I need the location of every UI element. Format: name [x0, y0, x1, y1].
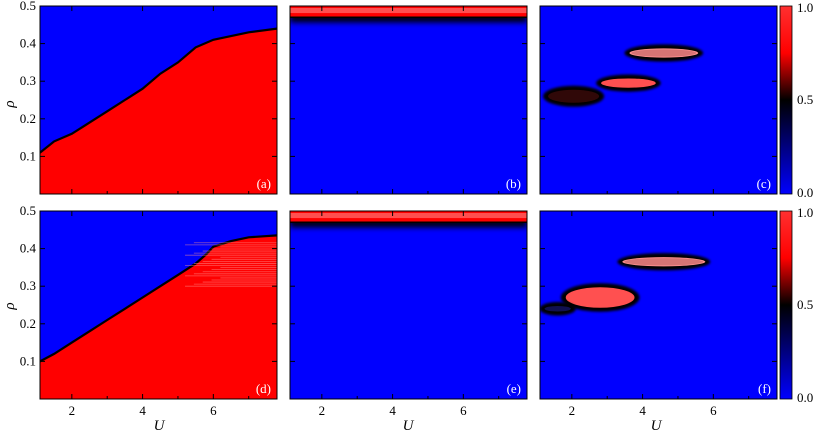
colorbar-gradient [779, 5, 793, 195]
ordered-phase-region [40, 235, 277, 399]
colorbar-tick-label: 0.5 [797, 297, 813, 312]
panel-frame [289, 5, 528, 195]
blob-core [601, 78, 656, 88]
colorbar-top: 1.0 0.5 0.0 [779, 0, 813, 200]
x-tick-label: 6 [460, 403, 467, 418]
top-band-highlight [290, 8, 527, 14]
panel-label: (d) [256, 381, 271, 396]
band-shadow [290, 14, 527, 23]
y-tick-label: 0.4 [20, 36, 37, 51]
y-tick-label: 0.3 [20, 278, 36, 293]
panel-label: (c) [757, 176, 771, 191]
heatmap-background [290, 6, 527, 194]
phase-boundary-line [40, 27, 277, 154]
colorbar-tick-label: 0.5 [797, 92, 813, 107]
x-tick-label: 2 [319, 403, 326, 418]
panel-frame [39, 210, 278, 400]
top-band-highlight [290, 213, 527, 219]
colorbar-tick-label: 0.0 [797, 390, 813, 405]
y-tick-label: 0.1 [20, 353, 36, 368]
panel-e: 2 4 6 (e) [289, 210, 528, 418]
panel-label: (e) [507, 381, 521, 396]
colorbar-tick-label: 1.0 [797, 0, 813, 15]
panel-frame [539, 210, 778, 400]
x-tick-label: 6 [210, 403, 217, 418]
panel-frame [539, 5, 778, 195]
panel-label: (f) [758, 381, 771, 396]
y-tick-label: 0.2 [20, 111, 36, 126]
y-tick-label: 0.1 [20, 148, 36, 163]
x-tick-label: 2 [69, 403, 76, 418]
x-tick-label: 2 [569, 403, 576, 418]
panel-c: (c) [539, 5, 778, 195]
heatmap-background [290, 211, 527, 399]
x-tick-label: 4 [139, 403, 146, 418]
panel-label: (a) [257, 176, 271, 191]
x-axis-title-f: U [651, 418, 663, 434]
panel-frame [289, 210, 528, 400]
colorbar-gradient [779, 210, 793, 400]
blob-core-inner [631, 49, 697, 57]
x-axis-title-d: U [154, 418, 166, 434]
colorbar-tick-label: 0.0 [797, 185, 813, 200]
blob-core [548, 89, 600, 103]
x-tick-label: 4 [639, 403, 646, 418]
y-tick-label: 0.4 [20, 241, 37, 256]
x-axis-title-e: U [403, 418, 415, 434]
colorbar-tick-label: 1.0 [797, 205, 813, 220]
ordered-phase-region [40, 28, 277, 194]
blob-core-inner [624, 258, 704, 266]
y-axis-title-top: ρ [2, 100, 18, 108]
y-axis-title-bottom: ρ [2, 302, 18, 310]
blob-core [565, 287, 635, 308]
panel-frame [39, 5, 278, 195]
panel-a: 0.1 0.2 0.3 0.4 0.5 (a) [20, 0, 278, 195]
y-tick-label: 0.5 [20, 0, 36, 13]
x-tick-label: 6 [710, 403, 717, 418]
colorbar-bottom: 1.0 0.5 0.0 [779, 205, 813, 405]
y-tick-label: 0.3 [20, 73, 36, 88]
y-tick-label: 0.2 [20, 316, 36, 331]
panel-f: 2 4 6 (f) [539, 210, 778, 418]
y-tick-label: 0.5 [20, 203, 36, 218]
x-tick-label: 4 [389, 403, 396, 418]
panel-d: 2 4 6 0.1 0.2 0.3 0.4 0.5 (d) [20, 203, 278, 418]
panel-b: (b) [289, 5, 528, 195]
panel-label: (b) [506, 176, 521, 191]
blob-core [544, 306, 571, 312]
band-shadow [290, 219, 527, 228]
